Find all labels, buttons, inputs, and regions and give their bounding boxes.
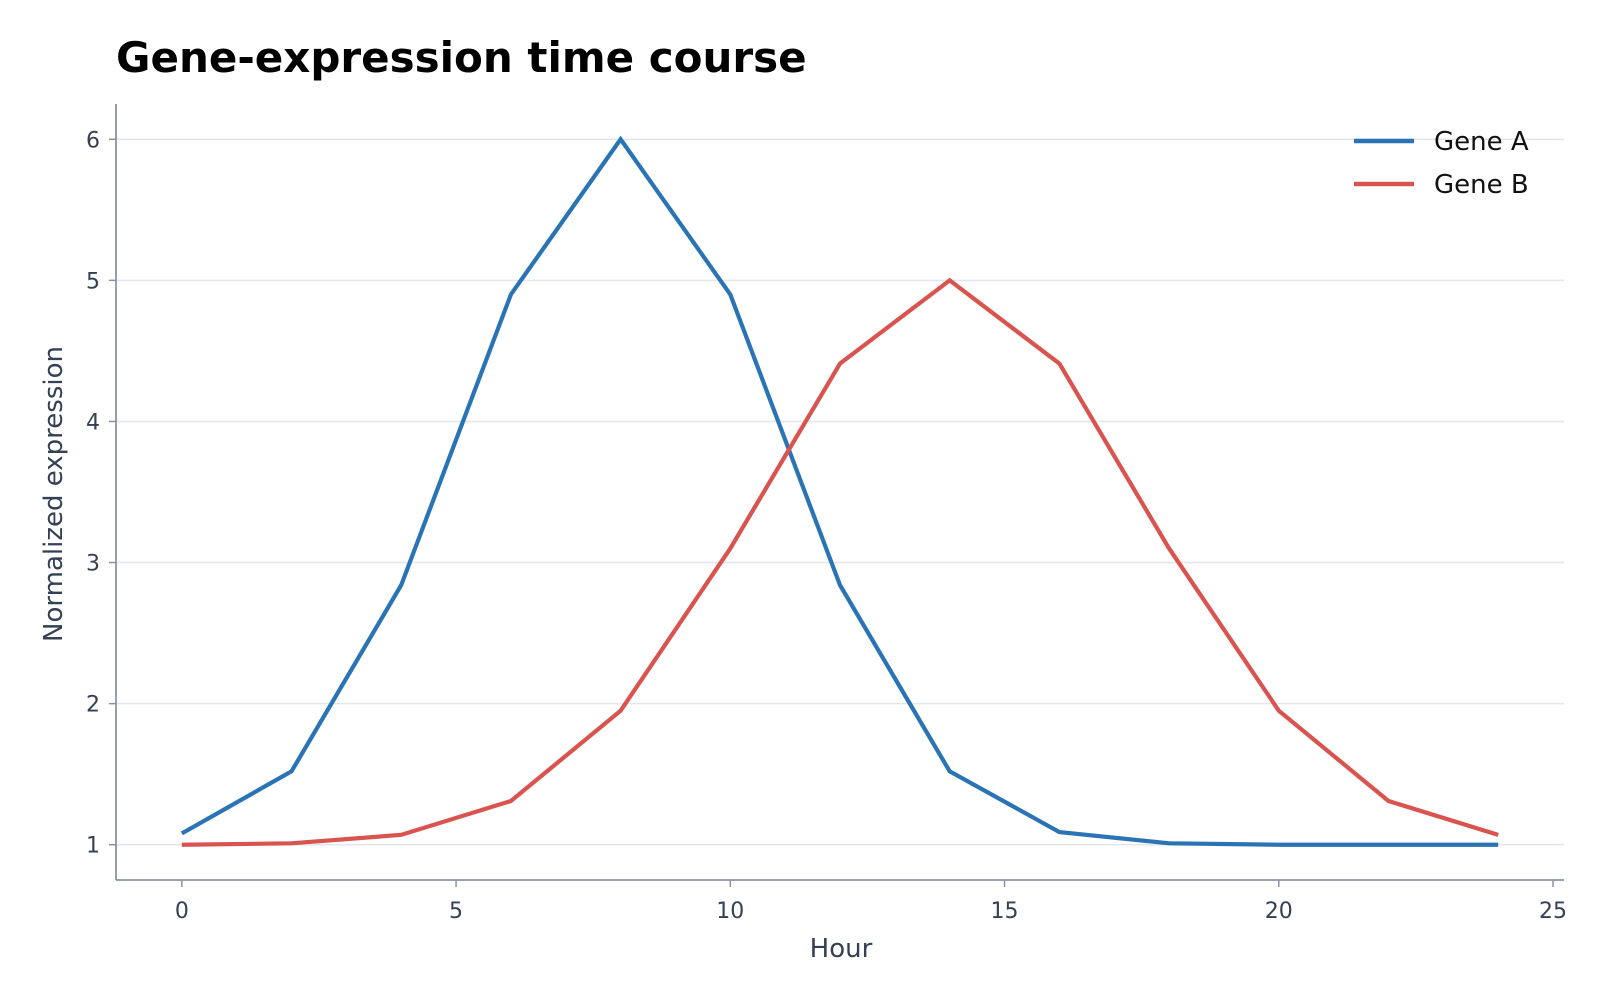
- chart-title: Gene-expression time course: [116, 33, 807, 82]
- y-tick-label: 5: [86, 269, 100, 294]
- x-tick-label: 10: [716, 899, 744, 924]
- y-tick-label: 6: [86, 128, 100, 153]
- series-lines: [180, 135, 1499, 847]
- legend-item[interactable]: Gene B: [1354, 170, 1529, 200]
- x-tick-label: 0: [175, 899, 189, 924]
- x-tick-label: 25: [1539, 899, 1567, 924]
- legend-label: Gene A: [1434, 127, 1529, 157]
- y-tick-label: 1: [86, 834, 100, 859]
- x-tick-label: 20: [1265, 899, 1293, 924]
- x-axis-title: Hour: [810, 934, 873, 964]
- series-line-gene-a[interactable]: [180, 135, 1499, 847]
- y-axis-title: Normalized expression: [39, 346, 69, 642]
- y-tick-label: 4: [86, 410, 100, 435]
- legend-label: Gene B: [1434, 170, 1529, 200]
- grid-lines: [116, 138, 1564, 846]
- axes: 1 2 3 4 5 6 0 5 10 15 20 25: [86, 104, 1567, 924]
- x-tick-label: 15: [991, 899, 1019, 924]
- legend[interactable]: Gene A Gene B: [1354, 127, 1529, 200]
- y-tick-label: 2: [86, 693, 100, 718]
- x-tick-label: 5: [449, 899, 463, 924]
- y-tick-label: 3: [86, 552, 100, 577]
- series-line-gene-b[interactable]: [181, 277, 1499, 847]
- legend-item[interactable]: Gene A: [1354, 127, 1529, 157]
